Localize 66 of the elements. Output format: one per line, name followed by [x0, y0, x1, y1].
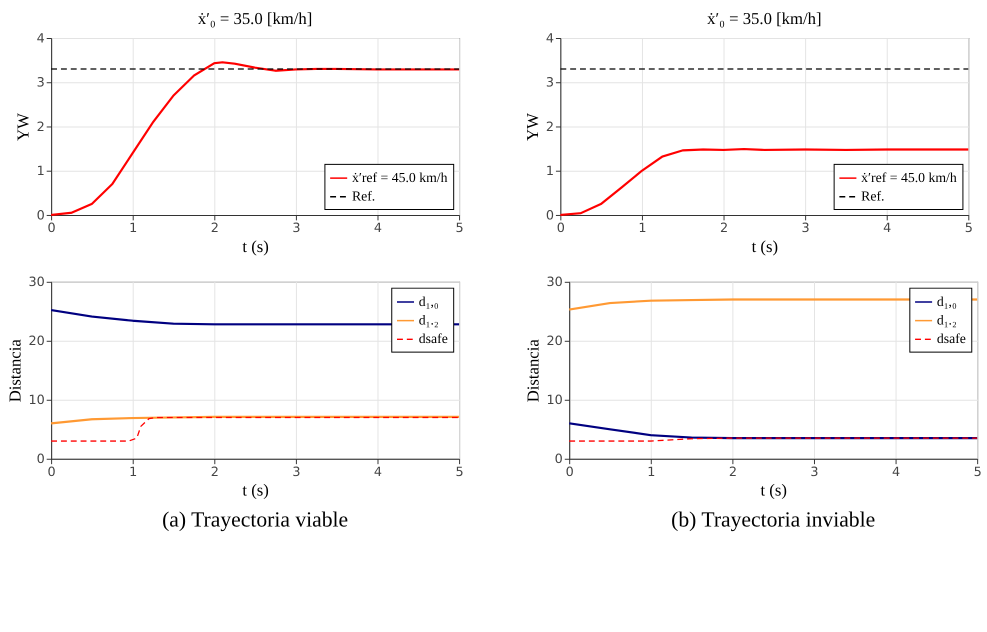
y-tick-label: 0	[36, 208, 45, 224]
y-axis-title: Distancia	[524, 338, 543, 402]
x-tick-label: 1	[129, 221, 138, 236]
y-tick-label: 10	[28, 393, 45, 408]
x-tick-label: 5	[456, 221, 464, 236]
x-tick-label: 3	[292, 464, 300, 480]
x-tick-label: 1	[647, 464, 656, 480]
legend-label: ẋ′ref = 45.0 km/h	[352, 170, 448, 186]
y-tick-label: 10	[546, 393, 563, 408]
legend-label: d₁.₂	[418, 312, 439, 328]
y-axis-title: Distancia	[6, 338, 25, 402]
x-tick-label: 2	[210, 221, 219, 236]
x-tick-label: 2	[210, 464, 219, 480]
y-tick-label: 0	[546, 208, 554, 224]
x-tick-label: 0	[48, 464, 56, 480]
legend-label: d₁,₀	[936, 294, 957, 309]
x-tick-label: 0	[566, 464, 574, 480]
y-tick-label: 4	[546, 31, 554, 46]
text: (b) Trayectoria inviable	[671, 508, 876, 532]
legend-label: ẋ′ref = 45.0 km/h	[861, 170, 957, 186]
x-tick-label: 1	[129, 464, 138, 480]
x-tick-label: 2	[720, 221, 728, 236]
y-tick-label: 20	[28, 334, 45, 350]
line-series	[50, 416, 460, 424]
y-tick-label: 0	[36, 452, 45, 468]
legend-label: Ref.	[861, 188, 884, 204]
x-tick-label: 3	[810, 464, 819, 480]
x-axis-title: t (s)	[760, 480, 787, 500]
line-series	[50, 416, 460, 442]
x-axis-title: t (s)	[242, 236, 269, 256]
x-tick-label: 4	[374, 464, 382, 480]
legend-label: d₁,₀	[418, 294, 439, 309]
x-axis-title: t (s)	[242, 480, 269, 500]
x-tick-label: 4	[892, 464, 900, 480]
y-axis-title: YW	[14, 112, 33, 141]
y-tick-label: 30	[28, 275, 45, 290]
y-tick-label: 4	[36, 31, 45, 46]
y-tick-label: 2	[36, 120, 45, 135]
chart-title: ẋ′₀ = 35.0 [km/h]	[198, 9, 312, 28]
x-tick-label: 0	[48, 221, 56, 236]
legend-label: Ref.	[352, 188, 376, 204]
line-series	[568, 422, 978, 440]
x-tick-label: 4	[374, 221, 382, 236]
x-tick-label: 3	[292, 221, 300, 236]
x-tick-label: 1	[638, 221, 646, 236]
legend-label: dsafe	[418, 331, 448, 346]
y-tick-label: 1	[36, 164, 45, 180]
y-tick-label: 0	[554, 452, 563, 468]
x-tick-label: 2	[728, 464, 737, 480]
y-tick-label: 3	[36, 76, 45, 91]
y-axis-title: YW	[522, 112, 542, 141]
x-tick-label: 3	[802, 221, 810, 236]
text: (a) Trayectoria viable	[162, 508, 348, 532]
y-tick-label: 30	[546, 275, 563, 290]
x-tick-label: 5	[964, 221, 973, 236]
legend-label: d₁.₂	[936, 312, 957, 328]
y-tick-label: 2	[546, 120, 554, 135]
y-tick-label: 1	[546, 164, 554, 180]
x-tick-label: 4	[883, 221, 892, 236]
chart-title: ẋ′₀ = 35.0 [km/h]	[707, 9, 822, 28]
x-tick-label: 5	[456, 464, 464, 480]
y-tick-label: 3	[546, 76, 554, 91]
x-axis-title: t (s)	[752, 236, 778, 256]
legend-label: dsafe	[936, 331, 966, 346]
x-tick-label: 5	[974, 464, 982, 480]
y-tick-label: 20	[546, 334, 563, 350]
